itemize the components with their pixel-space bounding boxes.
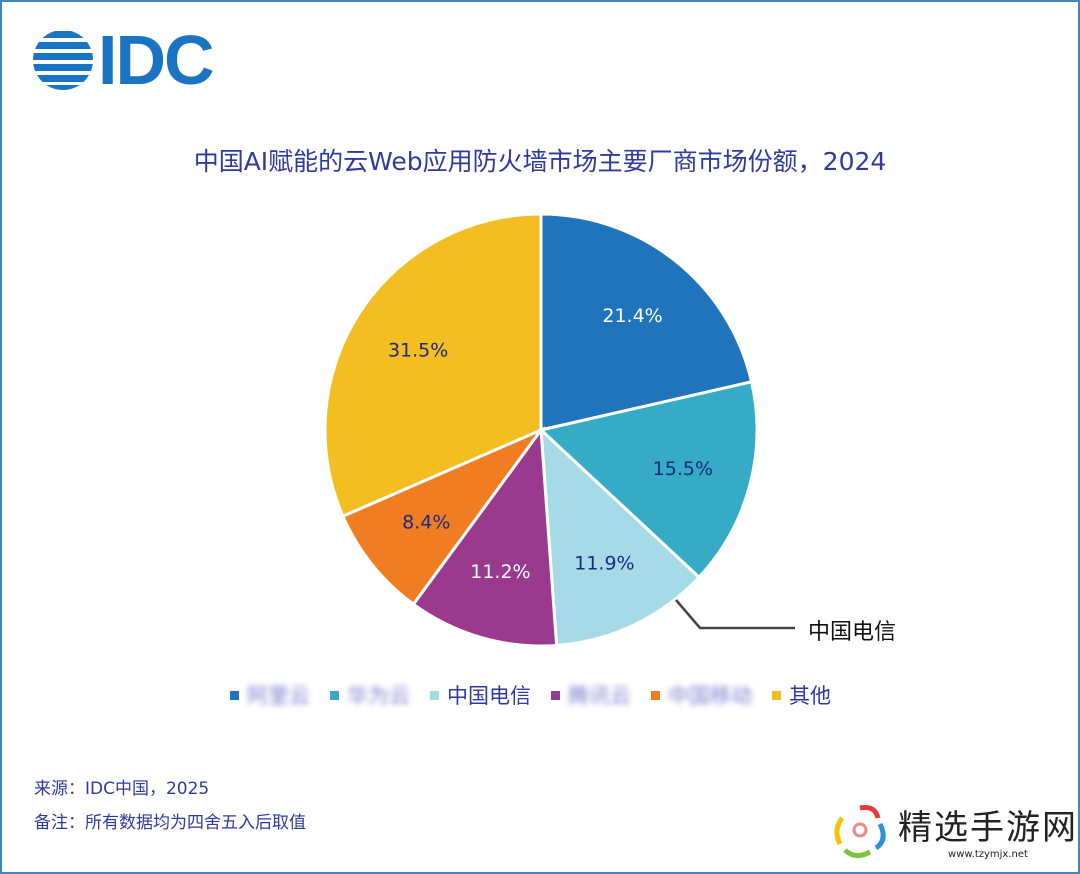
legend-swatch [330,690,339,700]
slice-label: 8.4% [402,512,450,534]
watermark-title: 精选手游网 [898,808,1078,848]
callout-label: 中国电信 [808,620,897,645]
legend-swatch [772,690,781,700]
pie-slice-4 [340,426,546,607]
legend-item: 腾讯云 [551,680,631,710]
slice-label: 11.2% [470,561,530,583]
legend-label: 华为云 [347,684,410,708]
slice-label: 15.5% [653,458,713,480]
legend-label: 腾讯云 [568,684,631,708]
watermark-logo-icon [834,805,886,858]
legend-item: 中国电信 [430,680,531,710]
legend-swatch [551,690,560,700]
legend-label: 中国移动 [668,684,752,708]
callout-line [675,599,795,630]
watermark: 精选手游网 www.tzymjx.net [830,800,1078,860]
chart-title: 中国AI赋能的云Web应用防火墙市场主要厂商市场份额，2024 [193,147,887,176]
pie-slice-1 [537,380,759,580]
pie-slice-0 [539,212,754,432]
legend-swatch [430,690,439,700]
legend-item: 中国移动 [651,680,752,710]
pie-slice-2 [539,426,702,648]
logo-text: IDC [98,21,215,99]
remark-note: 备注：所有数据均为四舍五入后取值 [34,813,306,833]
legend-item: 华为云 [330,680,410,710]
legend-swatch [230,690,239,700]
legend-label: 其他 [789,684,831,708]
idc-logo: IDC [32,20,215,100]
legend-item: 其他 [772,680,831,710]
watermark-url: www.tzymjx.net [948,849,1028,860]
pie-slice-3 [411,425,559,648]
legend: 阿里云 华为云 中国电信 腾讯云 中国移动 其他 [230,680,831,710]
legend-label: 阿里云 [247,684,310,708]
legend-swatch [651,690,660,700]
slice-label: 31.5% [388,339,448,361]
slice-label: 21.4% [602,305,662,327]
slice-label: 11.9% [574,552,634,574]
legend-item: 阿里云 [230,680,310,710]
globe-icon [33,31,93,90]
source-note: 来源：IDC中国，2025 [34,779,210,799]
pie-slice-5 [323,212,543,519]
notes: 来源：IDC中国，2025 备注：所有数据均为四舍五入后取值 [34,772,306,840]
legend-label: 中国电信 [447,684,531,708]
